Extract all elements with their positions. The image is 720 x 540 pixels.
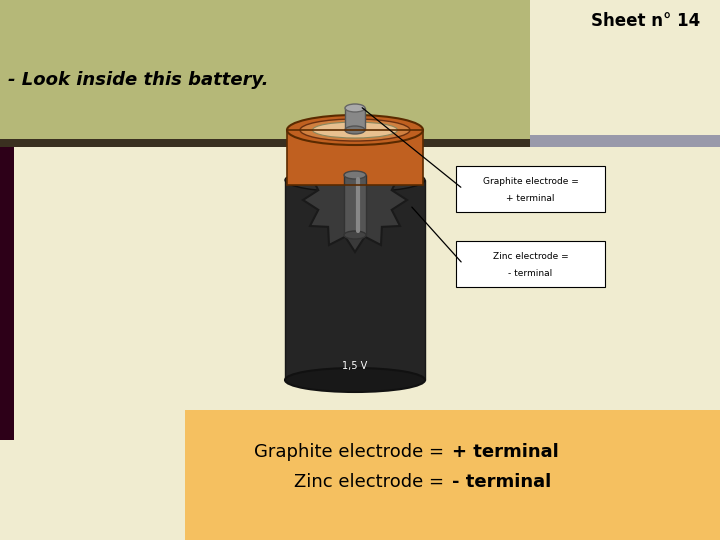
FancyBboxPatch shape xyxy=(0,0,530,140)
FancyBboxPatch shape xyxy=(0,139,530,147)
Text: Graphite electrode =: Graphite electrode = xyxy=(482,177,578,186)
FancyBboxPatch shape xyxy=(456,166,605,212)
Text: - Look inside this battery.: - Look inside this battery. xyxy=(8,71,269,89)
Polygon shape xyxy=(287,130,423,185)
Ellipse shape xyxy=(344,231,366,239)
Text: Sheet n° 14: Sheet n° 14 xyxy=(590,12,700,30)
Ellipse shape xyxy=(300,119,410,141)
Polygon shape xyxy=(285,180,425,380)
FancyBboxPatch shape xyxy=(185,410,720,540)
Text: Zinc electrode =: Zinc electrode = xyxy=(492,252,568,261)
Ellipse shape xyxy=(312,122,397,138)
Text: 1,5 V: 1,5 V xyxy=(343,361,368,371)
Ellipse shape xyxy=(285,368,425,392)
FancyBboxPatch shape xyxy=(0,145,14,440)
FancyBboxPatch shape xyxy=(456,241,605,287)
Ellipse shape xyxy=(344,171,366,179)
Polygon shape xyxy=(303,148,407,252)
Ellipse shape xyxy=(345,104,365,112)
Ellipse shape xyxy=(345,126,365,134)
Polygon shape xyxy=(344,175,366,235)
Text: - terminal: - terminal xyxy=(452,473,552,491)
Text: + terminal: + terminal xyxy=(452,443,559,461)
Ellipse shape xyxy=(285,168,425,192)
Text: Graphite electrode = + terminal: Graphite electrode = + terminal xyxy=(0,539,1,540)
Text: Graphite electrode =: Graphite electrode = xyxy=(254,443,450,461)
Polygon shape xyxy=(345,108,365,130)
Ellipse shape xyxy=(287,115,423,145)
Text: - terminal: - terminal xyxy=(508,269,553,278)
Text: + terminal: + terminal xyxy=(506,194,554,202)
Text: Zinc electrode =: Zinc electrode = xyxy=(294,473,450,491)
FancyBboxPatch shape xyxy=(530,135,720,147)
